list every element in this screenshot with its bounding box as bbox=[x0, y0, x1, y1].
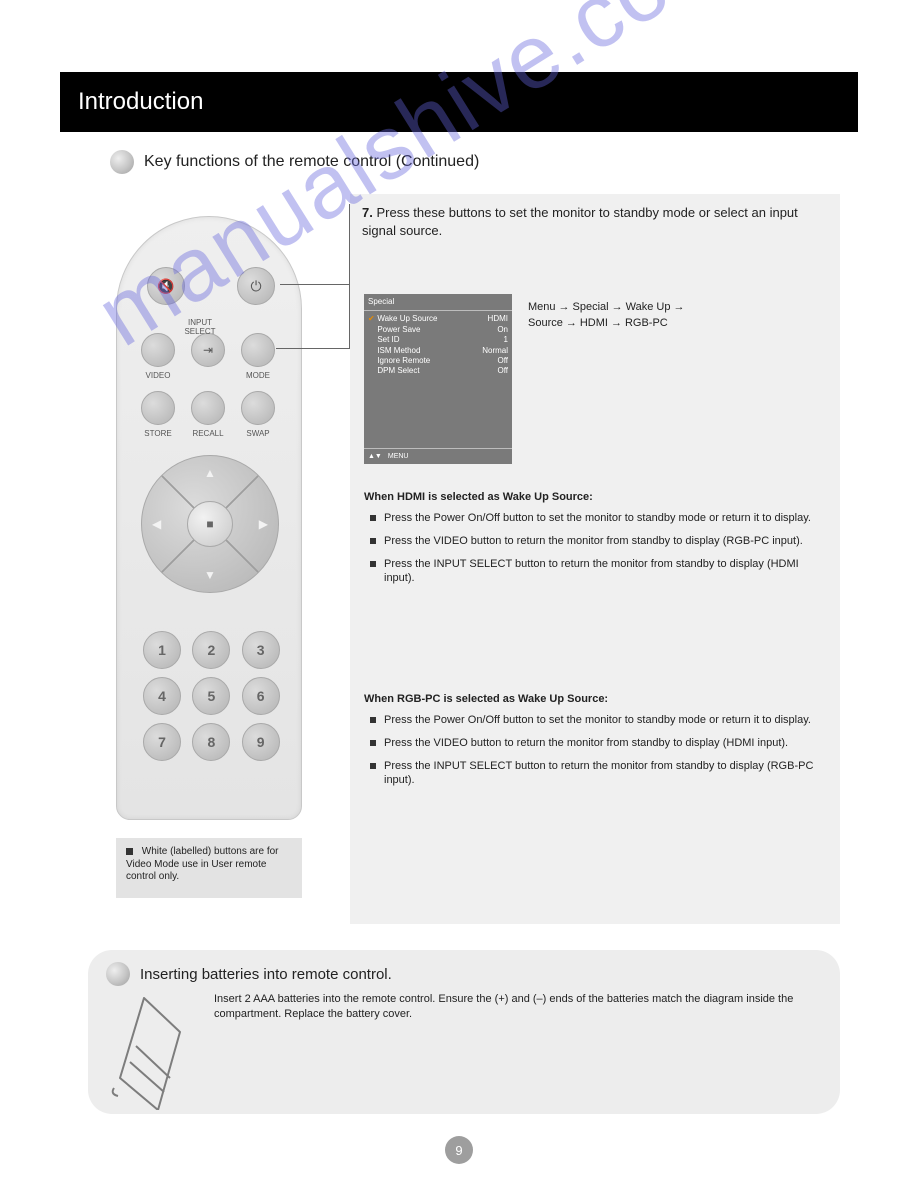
bullet-icon bbox=[110, 150, 134, 174]
bullet-icon bbox=[106, 962, 130, 986]
nav-word: Source bbox=[528, 316, 563, 330]
batteries-panel: Inserting batteries into remote control.… bbox=[88, 950, 840, 1114]
dpad[interactable]: ▲ ▼ ◀ ▶ ■ bbox=[141, 455, 279, 593]
options-item: Press the INPUT SELECT button to return … bbox=[370, 557, 826, 587]
arrow-down-icon: ▼ bbox=[204, 568, 216, 582]
num-1-button[interactable]: 1 bbox=[143, 631, 181, 669]
options-rgbpc: When RGB-PC is selected as Wake Up Sourc… bbox=[364, 692, 826, 796]
recall-button[interactable] bbox=[191, 391, 225, 425]
square-bullet-icon bbox=[126, 848, 133, 855]
callout-line bbox=[349, 204, 350, 349]
options-hdmi: When HDMI is selected as Wake Up Source:… bbox=[364, 490, 826, 594]
step-text: Press these buttons to set the monitor t… bbox=[362, 205, 798, 238]
num-9-button[interactable]: 9 bbox=[242, 723, 280, 761]
number-pad: 1 2 3 4 5 6 7 8 9 bbox=[139, 627, 284, 765]
num-6-button[interactable]: 6 bbox=[242, 677, 280, 715]
step-number: 7. bbox=[362, 205, 373, 220]
power-button[interactable]: ⏻ bbox=[237, 267, 275, 305]
instruction-panel: 7. Press these buttons to set the monito… bbox=[350, 194, 840, 924]
page-number-badge: 9 bbox=[445, 1136, 473, 1164]
options-lead: When RGB-PC is selected as Wake Up Sourc… bbox=[364, 692, 826, 707]
nav-path-caption: Menu→ Special→ Wake Up→ Source→ HDMI→ RG… bbox=[528, 300, 828, 333]
section-header: Key functions of the remote control (Con… bbox=[110, 150, 479, 174]
options-item: Press the Power On/Off button to set the… bbox=[370, 511, 826, 526]
callout-line bbox=[276, 348, 350, 349]
osd-row: Ignore RemoteOff bbox=[368, 356, 508, 366]
osd-row: ✔Wake Up SourceHDMI bbox=[368, 314, 508, 324]
mode-button[interactable] bbox=[241, 333, 275, 367]
nav-word: Special bbox=[573, 300, 609, 314]
input-icon: ⇥ bbox=[203, 343, 213, 357]
arrow-icon: → bbox=[673, 300, 684, 314]
swap-label: SWAP bbox=[233, 429, 283, 438]
note-box: White (labelled) buttons are for Video M… bbox=[116, 838, 302, 898]
batteries-text: Insert 2 AAA batteries into the remote c… bbox=[214, 992, 822, 1110]
num-4-button[interactable]: 4 bbox=[143, 677, 181, 715]
arrow-up-icon: ▲ bbox=[204, 466, 216, 480]
dpad-center-button[interactable]: ■ bbox=[187, 501, 233, 547]
batteries-title: Inserting batteries into remote control. bbox=[140, 966, 392, 983]
page-title-bar: Introduction bbox=[60, 72, 858, 132]
stop-icon: ■ bbox=[206, 517, 213, 531]
mute-button[interactable]: 🔇 bbox=[147, 267, 185, 305]
arrow-icon: → bbox=[611, 316, 622, 330]
video-button[interactable] bbox=[141, 333, 175, 367]
osd-body: ✔Wake Up SourceHDMI Power SaveOn Set ID1… bbox=[364, 311, 512, 379]
nav-word: Wake Up bbox=[626, 300, 671, 314]
section-title: Key functions of the remote control (Con… bbox=[144, 153, 479, 171]
power-icon: ⏻ bbox=[250, 278, 261, 295]
arrow-left-icon: ◀ bbox=[152, 517, 161, 531]
callout-line bbox=[280, 284, 350, 285]
page-title-text: Introduction bbox=[78, 88, 203, 116]
store-label: STORE bbox=[133, 429, 183, 438]
arrow-icon: → bbox=[566, 316, 577, 330]
osd-row: Set ID1 bbox=[368, 335, 508, 345]
osd-foot-menu: MENU bbox=[388, 452, 409, 461]
options-item: Press the VIDEO button to return the mon… bbox=[370, 534, 826, 549]
updown-icon: ▲▼ bbox=[368, 452, 382, 461]
battery-compartment-icon bbox=[106, 992, 200, 1110]
osd-title: Special bbox=[364, 294, 512, 311]
recall-label: RECALL bbox=[183, 429, 233, 438]
options-item: Press the VIDEO button to return the mon… bbox=[370, 736, 826, 751]
page-number: 9 bbox=[455, 1143, 462, 1158]
nav-word: RGB-PC bbox=[625, 316, 668, 330]
store-button[interactable] bbox=[141, 391, 175, 425]
input-label: INPUT SELECT bbox=[175, 318, 225, 336]
nav-word: HDMI bbox=[580, 316, 608, 330]
osd-row: ISM MethodNormal bbox=[368, 346, 508, 356]
osd-screenshot: Special ✔Wake Up SourceHDMI Power SaveOn… bbox=[364, 294, 512, 464]
options-item: Press the Power On/Off button to set the… bbox=[370, 713, 826, 728]
options-item: Press the INPUT SELECT button to return … bbox=[370, 759, 826, 789]
video-label: VIDEO bbox=[133, 371, 183, 380]
arrow-icon: → bbox=[559, 300, 570, 314]
osd-row: Power SaveOn bbox=[368, 325, 508, 335]
mode-label: MODE bbox=[233, 371, 283, 380]
arrow-right-icon: ▶ bbox=[259, 517, 268, 531]
num-8-button[interactable]: 8 bbox=[192, 723, 230, 761]
note-text: White (labelled) buttons are for Video M… bbox=[126, 846, 279, 882]
swap-button[interactable] bbox=[241, 391, 275, 425]
options-lead: When HDMI is selected as Wake Up Source: bbox=[364, 490, 826, 505]
mute-icon: 🔇 bbox=[157, 278, 174, 295]
osd-row: DPM SelectOff bbox=[368, 366, 508, 376]
input-select-button[interactable]: ⇥ bbox=[191, 333, 225, 367]
batteries-header: Inserting batteries into remote control. bbox=[106, 962, 822, 986]
num-7-button[interactable]: 7 bbox=[143, 723, 181, 761]
num-2-button[interactable]: 2 bbox=[192, 631, 230, 669]
num-5-button[interactable]: 5 bbox=[192, 677, 230, 715]
nav-word: Menu bbox=[528, 300, 556, 314]
remote-control-illustration: 🔇 ⏻ ⇥ VIDEO INPUT SELECT MODE STORE RECA… bbox=[116, 216, 302, 820]
osd-footer: ▲▼ MENU bbox=[364, 448, 512, 464]
num-3-button[interactable]: 3 bbox=[242, 631, 280, 669]
step-header: 7. Press these buttons to set the monito… bbox=[362, 204, 828, 239]
arrow-icon: → bbox=[612, 300, 623, 314]
